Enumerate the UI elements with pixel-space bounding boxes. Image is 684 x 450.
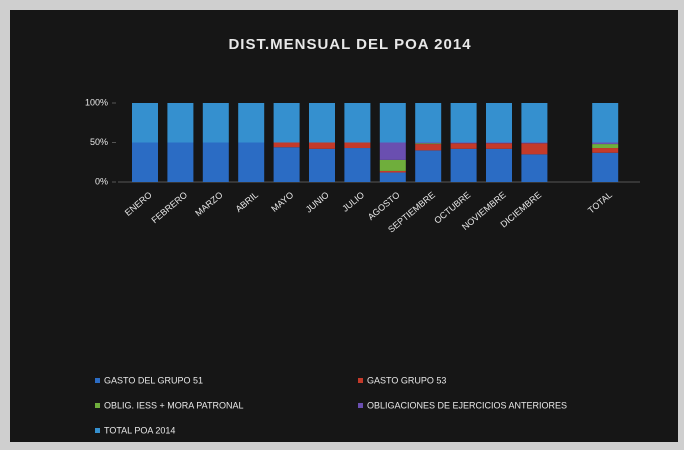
bar-segment: [167, 103, 194, 143]
bar-segment: [202, 103, 229, 143]
bar-segment: [132, 103, 158, 143]
chart-title: DIST.MENSUAL DEL POA 2014: [228, 36, 471, 53]
bar-segment: [486, 142, 512, 144]
bar-segment: [167, 142, 194, 182]
bar-segment: [450, 143, 477, 149]
bar-segment: [344, 148, 371, 182]
bar-segment: [238, 103, 265, 143]
legend-label: OBLIG. IESS + MORA PATRONAL: [104, 400, 243, 410]
legend-label: TOTAL POA 2014: [104, 425, 175, 435]
bar-segment: [379, 142, 406, 160]
legend-marker: [95, 378, 100, 383]
bar-segment: [592, 152, 619, 182]
bar-segment: [379, 172, 406, 182]
bar-segment: [379, 159, 406, 171]
bar-segment: [344, 103, 371, 143]
bar-segment: [238, 142, 265, 182]
bar-segment: [273, 103, 300, 143]
bar-segment: [521, 143, 548, 155]
bar-segment: [486, 148, 512, 182]
y-tick-label: 100%: [85, 97, 108, 107]
legend-marker: [358, 403, 363, 408]
bar-segment: [273, 142, 300, 148]
bar-segment: [344, 142, 371, 149]
bar-segment: [521, 142, 548, 144]
bar-segment: [415, 143, 442, 145]
legend-marker: [95, 428, 100, 433]
bar-segment: [450, 142, 477, 144]
bar-segment: [486, 103, 512, 143]
bar-segment: [379, 103, 406, 143]
bar-segment: [521, 154, 548, 182]
bar-segment: [450, 103, 477, 143]
legend-label: OBLIGACIONES DE EJERCICIOS ANTERIORES: [367, 400, 567, 410]
bar-segment: [486, 143, 512, 149]
bar-segment: [592, 103, 619, 143]
bar-segment: [592, 142, 619, 145]
bar-segment: [592, 148, 619, 153]
bar-segment: [132, 142, 158, 182]
bar-segment: [415, 150, 442, 182]
chart-background: [10, 10, 678, 442]
y-tick-label: 0%: [95, 176, 108, 186]
bar-segment: [415, 144, 442, 151]
legend-label: GASTO GRUPO 53: [367, 375, 446, 385]
bar-segment: [415, 142, 442, 144]
legend-marker: [95, 403, 100, 408]
bar-segment: [521, 103, 548, 143]
bar-segment: [309, 148, 335, 182]
legend-marker: [358, 378, 363, 383]
bar-segment: [379, 170, 406, 173]
bar-segment: [592, 144, 619, 149]
legend-label: GASTO DEL GRUPO 51: [104, 375, 203, 385]
bar-segment: [415, 103, 442, 143]
bar-segment: [309, 103, 335, 143]
bar-segment: [202, 142, 229, 182]
bar-segment: [309, 142, 335, 149]
y-tick-label: 50%: [90, 137, 108, 147]
bar-segment: [273, 147, 300, 182]
bar-segment: [450, 148, 477, 182]
